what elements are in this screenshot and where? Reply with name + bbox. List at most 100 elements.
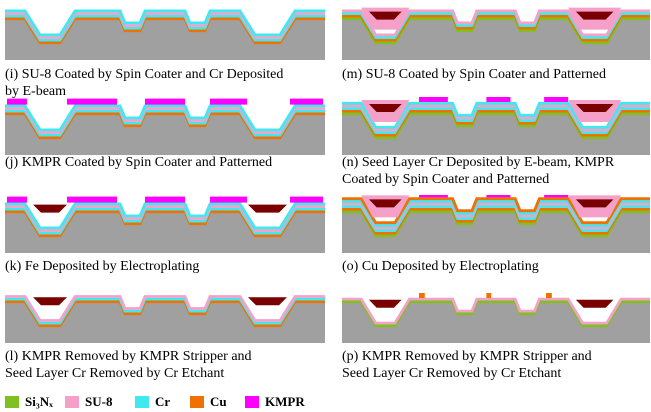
fe-core: [575, 104, 614, 112]
film-layer: [342, 202, 650, 230]
kmpr-block: [67, 98, 117, 105]
kmpr-block: [419, 195, 448, 198]
legend-label: Cu: [210, 394, 227, 409]
film-layer: [342, 300, 650, 328]
film-layer: [342, 101, 650, 129]
film-layer: [342, 205, 650, 232]
film-layer: [5, 9, 325, 37]
legend-label: KMPR: [265, 394, 305, 409]
legend-swatch: [245, 396, 259, 408]
caption-line: Seed Layer Cr Removed by Cr Etchant: [342, 366, 562, 381]
kmpr-block: [290, 196, 323, 203]
fe-core: [575, 11, 614, 20]
fe-core: [575, 299, 614, 308]
kmpr-block: [145, 196, 185, 203]
kmpr-block: [210, 98, 247, 105]
film-layer: [5, 205, 325, 232]
cu-bit: [546, 293, 552, 298]
caption-line: (k) Fe Deposited by Electroplating: [5, 259, 200, 274]
substrate: [5, 303, 325, 343]
legend-swatch: [65, 396, 79, 408]
fe-core: [33, 297, 67, 306]
caption: (p) KMPR Removed by KMPR Stripper and See…: [342, 348, 592, 382]
fe-core: [368, 11, 402, 20]
cu-bit: [419, 293, 425, 298]
legend-swatch: [135, 396, 149, 408]
film-layer: [5, 107, 325, 134]
legend-swatch: [190, 396, 204, 408]
substrate: [342, 213, 650, 253]
legend-item: SU-8: [65, 394, 112, 410]
kmpr-block: [486, 97, 511, 102]
legend-label: Cr: [155, 394, 171, 409]
fe-core: [368, 104, 402, 112]
fe-core: [248, 204, 287, 213]
caption-line: Seed Layer Cr Removed by Cr Etchant: [5, 366, 225, 381]
kmpr-block: [486, 195, 511, 198]
caption: (k) Fe Deposited by Electroplating: [5, 258, 199, 275]
legend-item: Cr: [135, 394, 170, 410]
legend-item: Cu: [190, 394, 227, 410]
film-layer: [5, 295, 325, 322]
caption-line: (i) SU-8 Coated by Spin Coater and Cr De…: [5, 67, 284, 82]
kmpr-block: [145, 98, 185, 105]
kmpr-block: [7, 196, 27, 203]
caption: (m) SU-8 Coated by Spin Coater and Patte…: [342, 66, 606, 83]
caption-line: (m) SU-8 Coated by Spin Coater and Patte…: [342, 67, 607, 82]
process-panel: [342, 195, 650, 253]
caption: (l) KMPR Removed by KMPR Stripper and See…: [5, 348, 252, 382]
film-layer: [342, 14, 650, 42]
process-panel: [5, 196, 325, 253]
film-layer: [342, 197, 650, 225]
film-layer: [342, 12, 650, 39]
process-panel: [342, 97, 650, 155]
caption-line: by E-beam: [5, 84, 67, 99]
film-layer: [342, 207, 650, 235]
substrate: [5, 115, 325, 155]
caption-line: (p) KMPR Removed by KMPR Stripper and: [342, 349, 592, 364]
film-layer: [342, 210, 650, 238]
film-layer: [342, 199, 650, 227]
substrate: [5, 213, 325, 253]
fe-core: [368, 199, 402, 208]
film-layer: [5, 297, 325, 325]
legend-label: Si₃Nₓ: [25, 394, 53, 409]
kmpr-block: [290, 98, 323, 105]
substrate: [342, 303, 650, 343]
kmpr-block: [544, 195, 569, 198]
legend-item: Si₃Nₓ: [5, 394, 53, 410]
kmpr-block: [67, 196, 117, 203]
substrate: [342, 115, 650, 155]
caption: (i) SU-8 Coated by Spin Coater and Cr De…: [5, 66, 283, 100]
caption-line: (o) Cu Deposited by Electroplating: [342, 259, 539, 274]
fe-core: [575, 199, 614, 208]
film-layer: [5, 104, 325, 132]
film-layer: [5, 109, 325, 137]
kmpr-block: [7, 98, 27, 105]
film-layer: [342, 9, 650, 37]
legend-swatch: [5, 396, 19, 408]
film-layer: [342, 104, 650, 132]
film-layer: [5, 210, 325, 238]
caption-line: (l) KMPR Removed by KMPR Stripper and: [5, 349, 252, 364]
film-layer: [5, 300, 325, 328]
film-layer: [5, 14, 325, 42]
caption: (n) Seed Layer Cr Deposited by E-beam, K…: [342, 154, 614, 188]
substrate: [5, 20, 325, 60]
film-layer: [342, 112, 650, 140]
film-layer: [342, 17, 650, 45]
film-layer: [5, 17, 325, 45]
kmpr-block: [419, 97, 448, 102]
kmpr-block: [210, 196, 247, 203]
fe-core: [248, 297, 287, 306]
fe-core: [368, 299, 402, 308]
caption-line: (j) KMPR Coated by Spin Coater and Patte…: [5, 155, 273, 170]
caption: (j) KMPR Coated by Spin Coater and Patte…: [5, 154, 272, 171]
legend-item: KMPR: [245, 394, 305, 410]
caption-line: Coated by Spin Coater and Patterned: [342, 172, 550, 187]
caption-line: (n) Seed Layer Cr Deposited by E-beam, K…: [342, 155, 615, 170]
film-layer: [5, 207, 325, 235]
fe-core: [33, 204, 67, 213]
process-panel: [342, 7, 650, 60]
